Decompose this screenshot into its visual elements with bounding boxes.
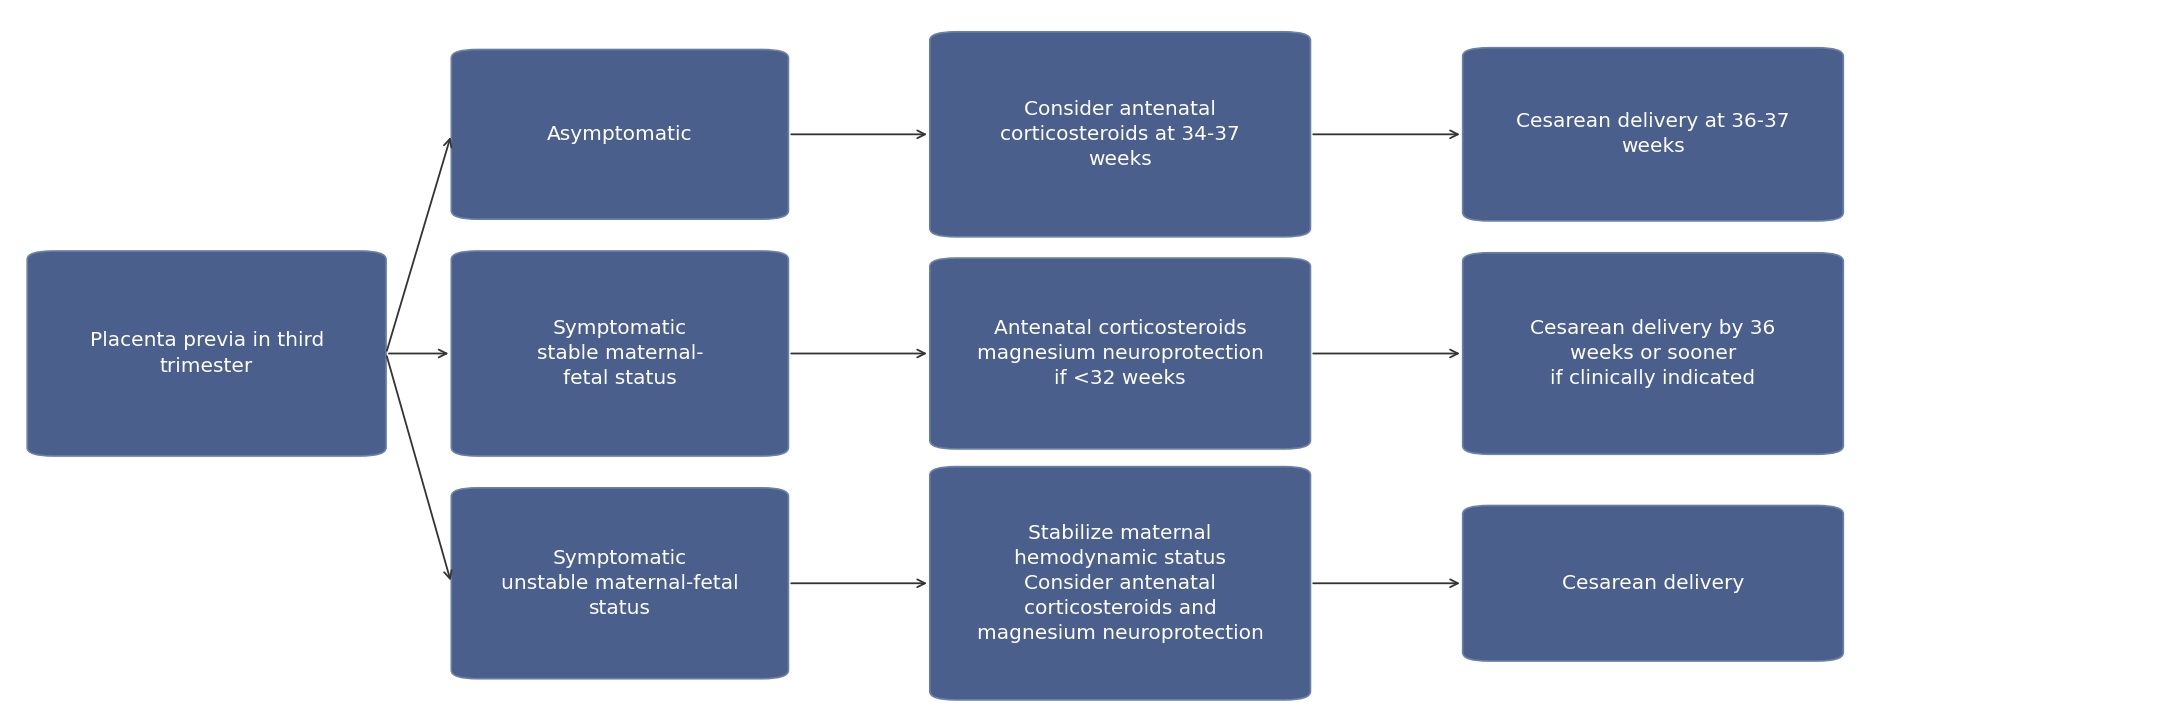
FancyBboxPatch shape [1462, 252, 1842, 454]
FancyBboxPatch shape [1462, 47, 1842, 221]
Text: Antenatal corticosteroids
magnesium neuroprotection
if <32 weeks: Antenatal corticosteroids magnesium neur… [977, 319, 1264, 388]
Text: Consider antenatal
corticosteroids at 34-37
weeks: Consider antenatal corticosteroids at 34… [1000, 100, 1240, 169]
Text: Placenta previa in third
trimester: Placenta previa in third trimester [89, 332, 324, 375]
Text: Stabilize maternal
hemodynamic status
Consider antenatal
corticosteroids and
mag: Stabilize maternal hemodynamic status Co… [977, 524, 1264, 643]
FancyBboxPatch shape [450, 49, 787, 219]
Text: Asymptomatic: Asymptomatic [548, 125, 692, 144]
FancyBboxPatch shape [450, 488, 787, 679]
Text: Cesarean delivery at 36-37
weeks: Cesarean delivery at 36-37 weeks [1516, 112, 1790, 156]
FancyBboxPatch shape [26, 251, 387, 456]
Text: Symptomatic
unstable maternal-fetal
status: Symptomatic unstable maternal-fetal stat… [500, 549, 740, 618]
FancyBboxPatch shape [931, 467, 1309, 700]
Text: Cesarean delivery by 36
weeks or sooner
if clinically indicated: Cesarean delivery by 36 weeks or sooner … [1531, 319, 1775, 388]
FancyBboxPatch shape [931, 32, 1309, 237]
FancyBboxPatch shape [450, 251, 787, 456]
FancyBboxPatch shape [931, 258, 1309, 449]
Text: Symptomatic
stable maternal-
fetal status: Symptomatic stable maternal- fetal statu… [537, 319, 703, 388]
FancyBboxPatch shape [1462, 506, 1842, 661]
Text: Cesarean delivery: Cesarean delivery [1562, 574, 1744, 592]
